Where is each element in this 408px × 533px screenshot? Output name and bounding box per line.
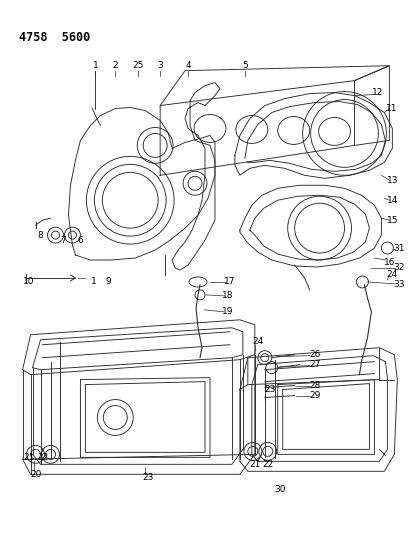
- Text: 15: 15: [387, 216, 398, 224]
- Text: 21: 21: [249, 460, 261, 469]
- Text: 7: 7: [61, 236, 67, 245]
- Text: 19: 19: [222, 308, 234, 317]
- Text: 4758  5600: 4758 5600: [19, 31, 90, 44]
- Text: 6: 6: [78, 236, 83, 245]
- Text: 24: 24: [252, 337, 264, 346]
- Text: 14: 14: [387, 196, 398, 205]
- Text: 30: 30: [274, 484, 286, 494]
- Text: 23: 23: [264, 385, 275, 394]
- Text: 2: 2: [113, 61, 118, 70]
- Text: 21: 21: [23, 453, 34, 462]
- Text: 27: 27: [309, 360, 320, 369]
- Text: 5: 5: [242, 61, 248, 70]
- Text: 17: 17: [224, 278, 236, 286]
- Text: 12: 12: [372, 88, 383, 97]
- Text: 22: 22: [37, 453, 48, 462]
- Text: 29: 29: [309, 391, 320, 400]
- Text: 24: 24: [387, 270, 398, 279]
- Text: 28: 28: [309, 381, 320, 390]
- Text: 11: 11: [386, 104, 397, 113]
- Text: 25: 25: [133, 61, 144, 70]
- Text: 26: 26: [309, 350, 320, 359]
- Text: 9: 9: [105, 278, 111, 286]
- Text: 1: 1: [93, 61, 98, 70]
- Text: 32: 32: [394, 263, 405, 272]
- Text: 13: 13: [387, 176, 398, 185]
- Text: 16: 16: [384, 257, 395, 266]
- Text: 18: 18: [222, 292, 234, 301]
- Text: 8: 8: [38, 231, 43, 240]
- Text: 31: 31: [394, 244, 405, 253]
- Text: 22: 22: [262, 460, 273, 469]
- Text: 10: 10: [23, 278, 34, 286]
- Text: 4: 4: [185, 61, 191, 70]
- Text: 20: 20: [30, 470, 41, 479]
- Text: 3: 3: [157, 61, 163, 70]
- Text: 23: 23: [142, 473, 154, 482]
- Text: 1: 1: [91, 278, 96, 286]
- Text: 33: 33: [394, 280, 405, 289]
